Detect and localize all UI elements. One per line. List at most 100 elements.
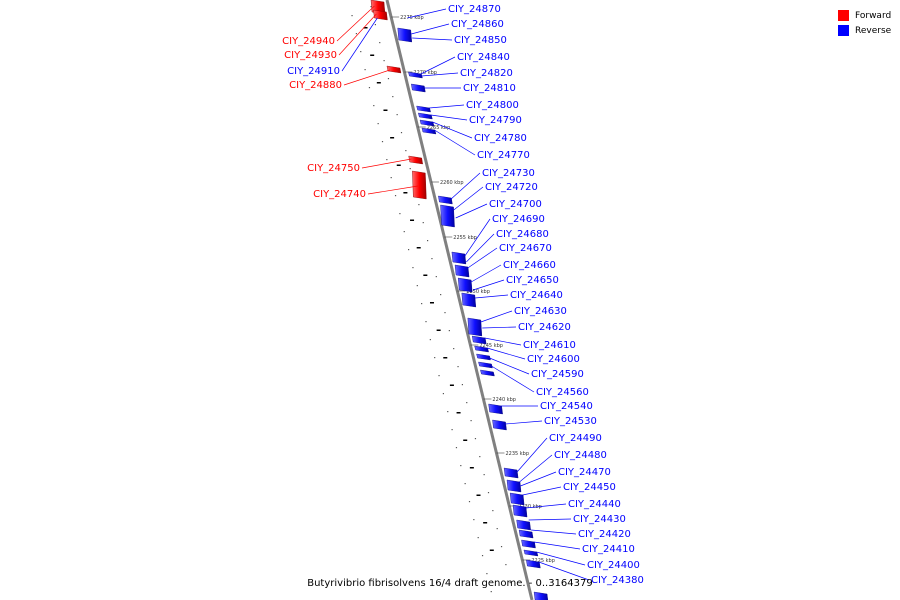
- strand-dash: [469, 467, 474, 469]
- strand-dot: [409, 168, 411, 170]
- reverse-gene-label: CIY_24770: [477, 150, 530, 161]
- forward-gene-label: CIY_24880: [289, 80, 342, 91]
- strand-dash: [476, 494, 481, 496]
- reverse-leader-line: [429, 104, 465, 109]
- strand-dash: [489, 549, 494, 551]
- reverse-leader-line: [489, 357, 530, 375]
- strand-dot: [477, 537, 479, 539]
- forward-gene-label: CIY_24750: [307, 163, 360, 174]
- reverse-leader-line: [480, 310, 513, 323]
- tick-label: 2225 kbp: [531, 558, 555, 564]
- reverse-gene-block: [397, 27, 412, 43]
- forward-gene-block: [408, 155, 423, 165]
- strand-dot: [422, 222, 424, 224]
- reverse-gene-block: [518, 529, 534, 539]
- forward-gene-label: CIY_24940: [282, 36, 335, 47]
- strand-dot: [442, 393, 444, 395]
- reverse-leader-line: [450, 172, 481, 200]
- reverse-gene-label: CIY_24560: [536, 387, 589, 398]
- reverse-gene-label: CIY_24790: [469, 115, 522, 126]
- reverse-gene-block: [509, 492, 525, 506]
- tick-label: 2265 kbp: [427, 125, 451, 131]
- reverse-gene-block: [419, 119, 435, 127]
- reverse-leader-line: [538, 561, 590, 581]
- reverse-leader-line: [519, 454, 553, 483]
- legend-forward: Forward: [838, 8, 891, 23]
- tick-label: 2260 kbp: [440, 180, 464, 186]
- reverse-gene-label: CIY_24820: [460, 68, 513, 79]
- tick-label: 2235 kbp: [505, 451, 529, 457]
- strand-dot: [355, 33, 357, 35]
- forward-leader-line: [336, 5, 375, 42]
- strand-dot: [461, 384, 463, 386]
- reverse-leader-line: [434, 129, 476, 156]
- reverse-gene-label: CIY_24840: [457, 52, 510, 63]
- strand-dot: [351, 15, 353, 17]
- strand-dot: [381, 141, 384, 143]
- reverse-gene-label: CIY_24650: [506, 275, 559, 286]
- reverse-gene-block: [523, 549, 539, 557]
- strand-dash: [443, 357, 448, 359]
- strand-dot: [490, 591, 492, 593]
- reverse-gene-label: CIY_24800: [466, 100, 519, 111]
- reverse-gene-label: CIY_24440: [568, 499, 621, 510]
- strand-dot: [399, 213, 401, 215]
- genome-caption: Butyrivibrio fibrisolvens 16/4 draft gen…: [307, 578, 593, 589]
- strand-dash: [429, 302, 434, 304]
- strand-dash: [390, 137, 395, 139]
- legend-reverse-label: Reverse: [855, 25, 892, 36]
- reverse-leader-line: [522, 486, 562, 496]
- reverse-gene-label: CIY_24410: [582, 544, 635, 555]
- strand-dash: [416, 247, 421, 249]
- reverse-gene-block: [408, 71, 423, 79]
- strand-dot: [416, 285, 418, 287]
- reverse-gene-label: CIY_24400: [587, 560, 640, 571]
- tick-label: 2230 kbp: [518, 504, 542, 510]
- strand-dot: [500, 546, 503, 548]
- reverse-leader-line: [472, 279, 505, 291]
- reverse-gene-label: CIY_24380: [591, 575, 644, 586]
- reverse-gene-label: CIY_24450: [563, 482, 616, 493]
- reverse-gene-block: [471, 335, 487, 345]
- strand-dot: [451, 429, 453, 431]
- strand-dash: [483, 522, 488, 524]
- strand-dot: [405, 150, 407, 152]
- strand-dot: [370, 6, 372, 8]
- reverse-gene-block: [467, 317, 483, 337]
- forward-leader-line: [367, 185, 419, 195]
- reverse-leader-line: [470, 264, 502, 283]
- strand-dash: [423, 274, 428, 276]
- reverse-gene-block: [478, 361, 493, 369]
- legend-forward-label: Forward: [855, 10, 892, 21]
- strand-dot: [373, 105, 375, 107]
- reverse-leader-line: [536, 551, 586, 566]
- reverse-gene-block: [416, 105, 431, 113]
- reverse-gene-block: [474, 345, 489, 353]
- strand-dot: [440, 294, 442, 296]
- strand-dot: [390, 177, 392, 179]
- strand-dot: [427, 240, 429, 242]
- reverse-leader-line: [407, 8, 447, 19]
- strand-dot: [466, 402, 468, 404]
- reverse-leader-line: [482, 326, 517, 329]
- reverse-gene-label: CIY_24610: [523, 340, 576, 351]
- backbone-line: [385, 0, 534, 600]
- reverse-gene-label: CIY_24630: [514, 306, 567, 317]
- reverse-gene-label: CIY_24420: [578, 529, 631, 540]
- strand-dot: [396, 114, 398, 116]
- reverse-leader-line: [466, 233, 495, 263]
- strand-dot: [444, 312, 446, 314]
- forward-gene-label: CIY_24740: [313, 189, 366, 200]
- strand-dot: [431, 258, 433, 260]
- reverse-gene-label: CIY_24430: [573, 514, 626, 525]
- reverse-gene-label: CIY_24640: [510, 290, 563, 301]
- forward-gene-block: [412, 170, 427, 200]
- forward-gene-label: CIY_24910: [287, 66, 340, 77]
- strand-dot: [434, 357, 436, 359]
- strand-dot: [421, 303, 423, 305]
- reverse-gene-block: [533, 591, 549, 600]
- strand-dot: [496, 528, 498, 530]
- strand-dot: [487, 492, 490, 494]
- reverse-leader-line: [487, 347, 526, 360]
